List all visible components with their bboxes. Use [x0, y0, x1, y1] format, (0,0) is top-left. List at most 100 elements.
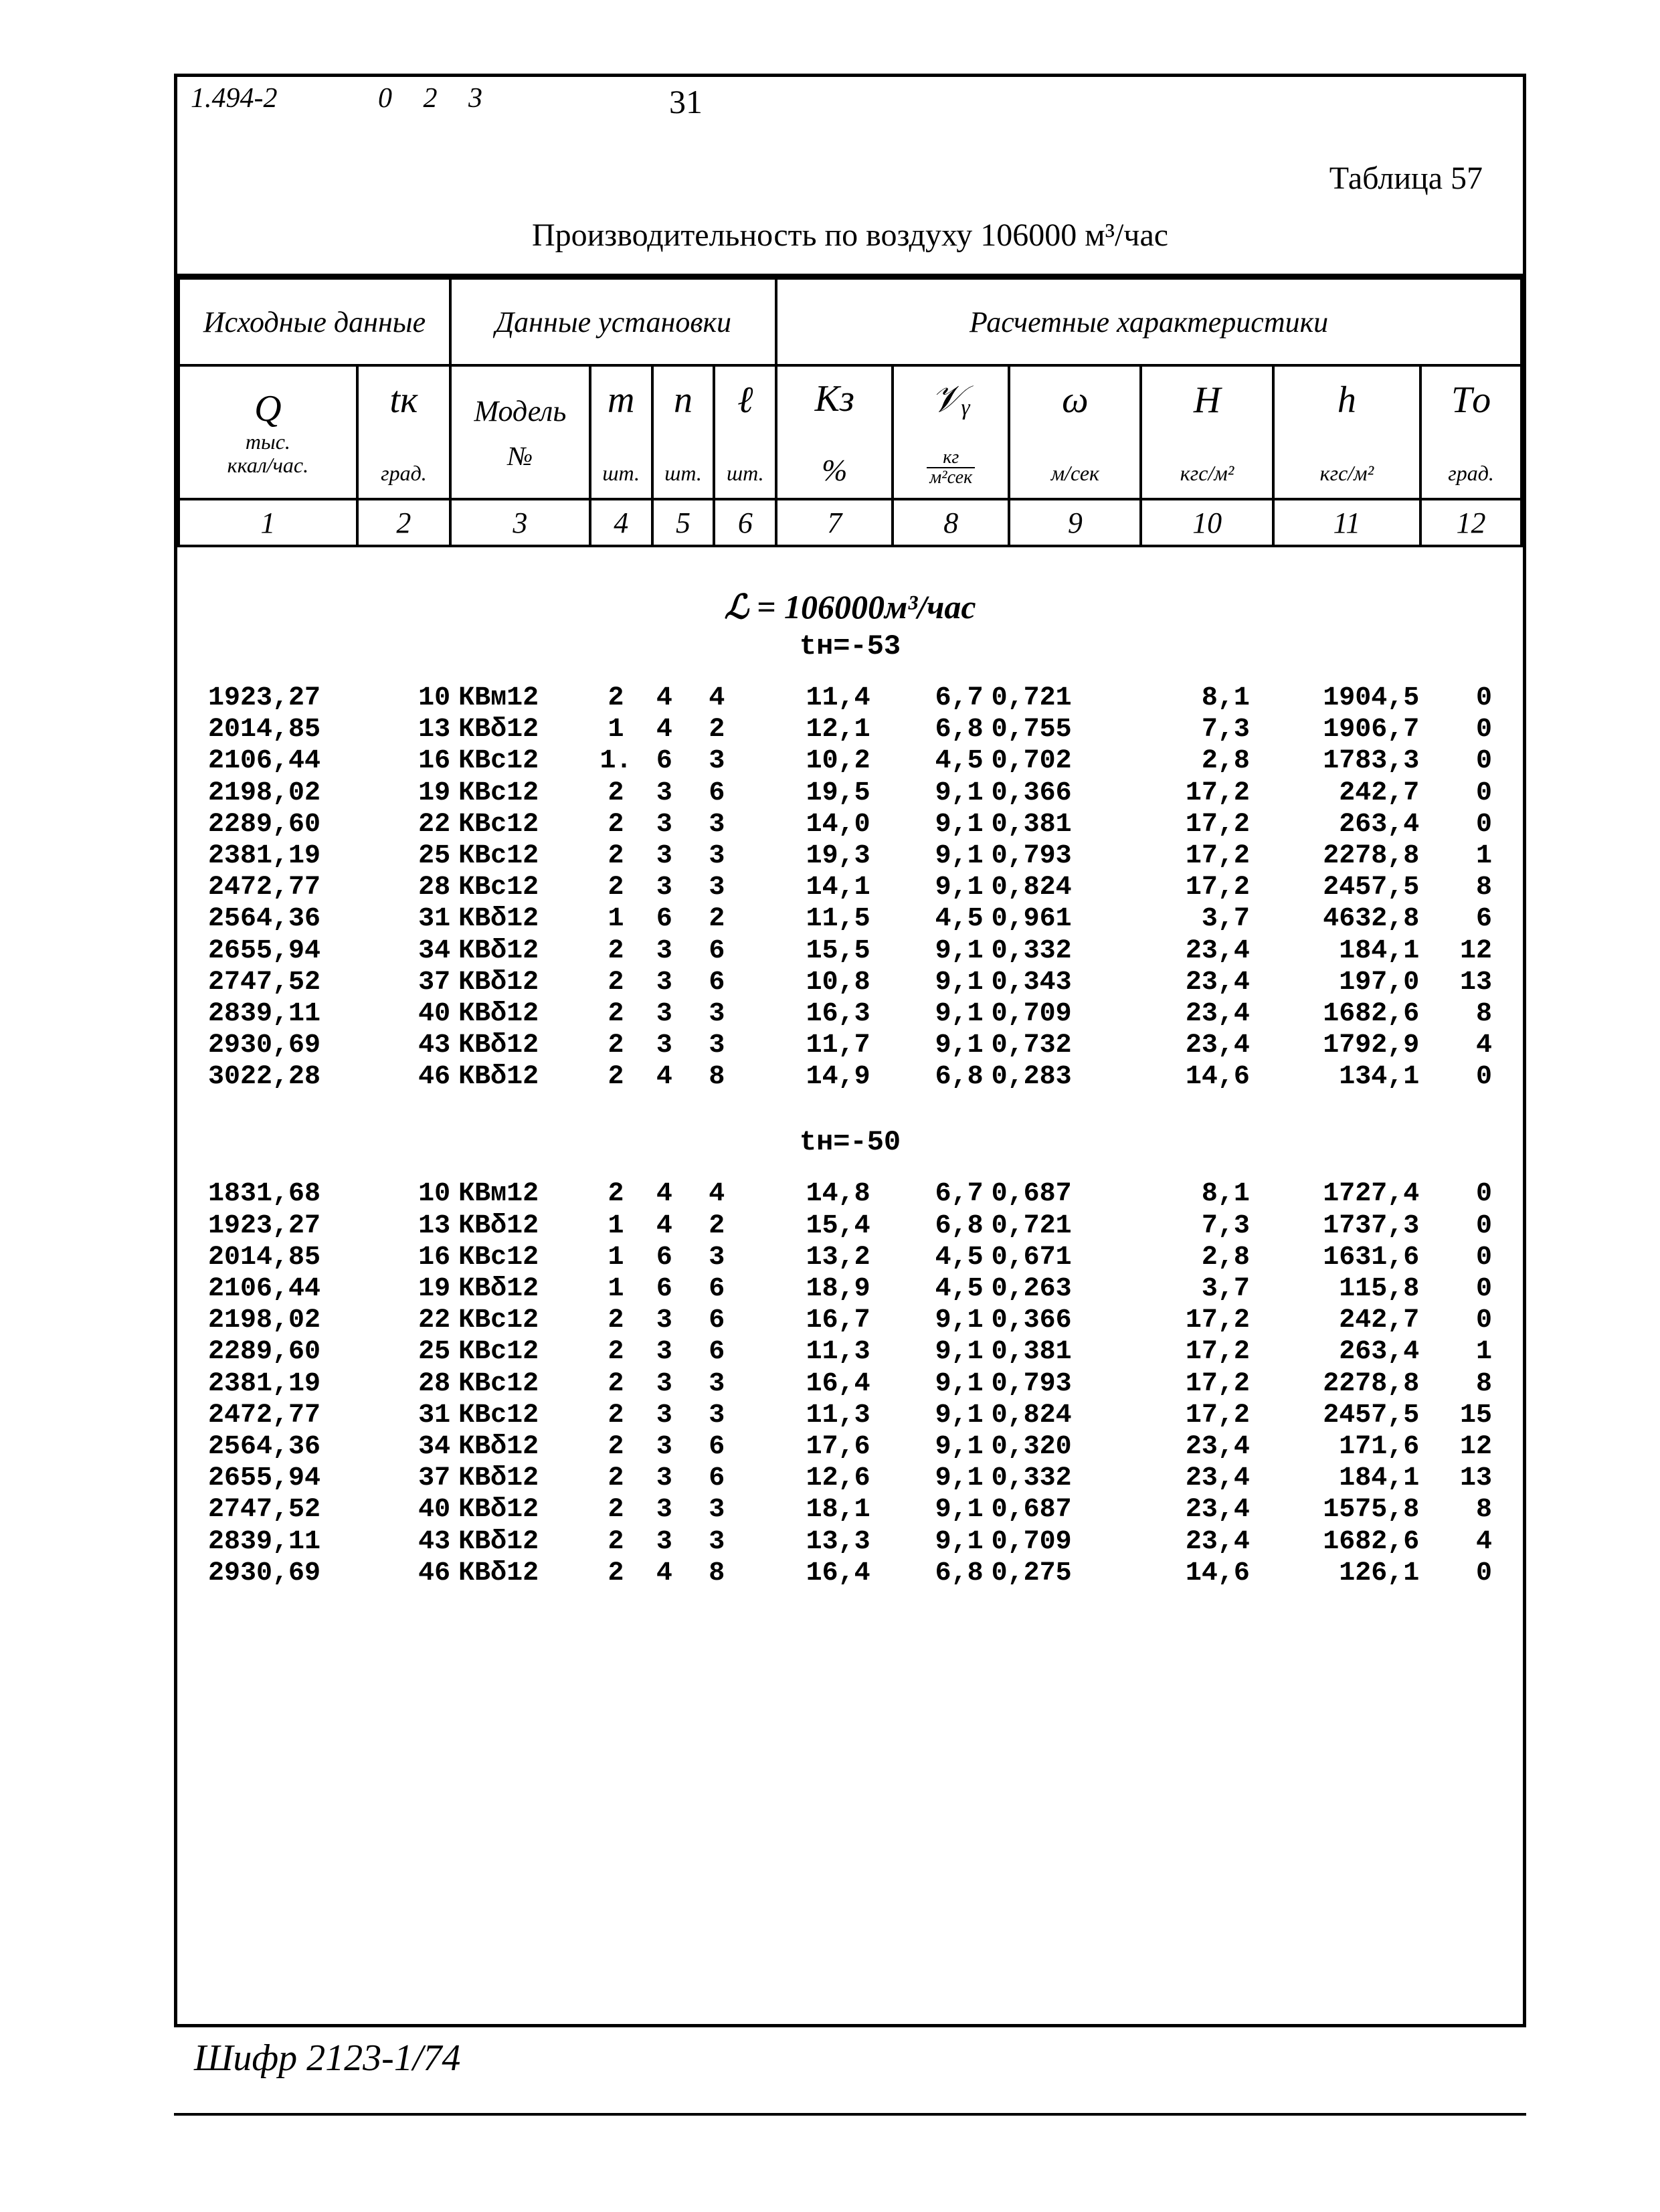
table-cell: 0	[1423, 682, 1496, 714]
table-cell: 3	[640, 809, 688, 840]
table-cell: 2655,94	[204, 935, 382, 967]
table-cell: 4	[640, 714, 688, 745]
table-row: 1831,6810КВм1224414,86,70,6878,11727,40	[204, 1178, 1496, 1210]
table-cell: 2	[591, 1305, 640, 1336]
table-cell: 0	[1423, 1558, 1496, 1589]
table-cell: 15	[1423, 1400, 1496, 1431]
table-cell: 0	[1423, 1178, 1496, 1210]
table-cell: 2655,94	[204, 1463, 382, 1494]
table-cell: 0,961	[988, 903, 1133, 935]
table-cell: 0,283	[988, 1061, 1133, 1093]
table-cell: 2	[591, 935, 640, 967]
table-cell: 4	[640, 1558, 688, 1589]
table-cell: 2747,52	[204, 1494, 382, 1526]
table-cell: 4,5	[874, 903, 988, 935]
table-cell: КВδ12	[454, 967, 591, 998]
table-row: 2655,9434КВδ1223615,59,10,33223,4184,112	[204, 935, 1496, 967]
table-cell: КВс12	[454, 1242, 591, 1273]
header-table: Исходные данные Данные установки Расчетн…	[177, 277, 1523, 547]
table-cell: 9,1	[874, 1305, 988, 1336]
table-cell: 11,3	[745, 1400, 874, 1431]
table-cell: 0	[1423, 1242, 1496, 1273]
table-cell: 0,381	[988, 809, 1133, 840]
table-cell: 17,2	[1133, 872, 1254, 903]
table-cell: 23,4	[1133, 935, 1254, 967]
table-cell: 17,6	[745, 1431, 874, 1463]
table-cell: 1.	[591, 745, 640, 777]
table-cell: КВδ12	[454, 998, 591, 1030]
table-cell: 23,4	[1133, 1463, 1254, 1494]
table-cell: 22	[382, 809, 455, 840]
table-cell: 2	[688, 903, 745, 935]
table-cell: 0,721	[988, 682, 1133, 714]
table-cell: 1904,5	[1254, 682, 1423, 714]
table-cell: 9,1	[874, 967, 988, 998]
table-cell: 2198,02	[204, 777, 382, 809]
table-cell: 3	[688, 872, 745, 903]
bottom-rule	[174, 2113, 1526, 2116]
table-cell: 14,0	[745, 809, 874, 840]
table-cell: 17,2	[1133, 777, 1254, 809]
table-cell: 43	[382, 1030, 455, 1061]
table-cell: 2	[591, 1431, 640, 1463]
table-cell: 2014,85	[204, 1242, 382, 1273]
data-area: ℒ = 106000м³/час tн=-531923,2710КВм12244…	[177, 547, 1523, 1649]
table-cell: 4	[640, 1061, 688, 1093]
table-cell: КВс12	[454, 777, 591, 809]
table-label: Таблица 57	[177, 126, 1523, 203]
table-cell: 2	[591, 777, 640, 809]
table-cell: 40	[382, 998, 455, 1030]
table-cell: 3	[640, 1305, 688, 1336]
table-cell: 6	[688, 935, 745, 967]
table-cell: 4,5	[874, 1273, 988, 1305]
page-number: 31	[619, 82, 753, 121]
table-cell: 4	[688, 1178, 745, 1210]
table-cell: 17,2	[1133, 1400, 1254, 1431]
table-cell: 17,2	[1133, 1305, 1254, 1336]
table-cell: 11,5	[745, 903, 874, 935]
table-cell: 9,1	[874, 1336, 988, 1368]
table-cell: 115,8	[1254, 1273, 1423, 1305]
table-cell: 3	[688, 1494, 745, 1526]
table-cell: 28	[382, 872, 455, 903]
table-cell: 3	[688, 745, 745, 777]
header-group-1: Исходные данные	[179, 278, 450, 365]
table-cell: КВδ12	[454, 1273, 591, 1305]
table-cell: 2564,36	[204, 1431, 382, 1463]
table-cell: 19	[382, 1273, 455, 1305]
table-cell: 9,1	[874, 872, 988, 903]
table-cell: 0,343	[988, 967, 1133, 998]
table-cell: КВс12	[454, 745, 591, 777]
table-cell: 3	[688, 1368, 745, 1400]
table-cell: 31	[382, 1400, 455, 1431]
table-cell: 0,721	[988, 1210, 1133, 1242]
data-block-table: 1923,2710КВм1224411,46,70,7218,11904,502…	[204, 682, 1496, 1093]
table-cell: КВс12	[454, 872, 591, 903]
table-row: 2106,4416КВс121.6310,24,50,7022,81783,30	[204, 745, 1496, 777]
col-num-10: 10	[1141, 499, 1273, 546]
col-num-8: 8	[893, 499, 1009, 546]
table-cell: 19,5	[745, 777, 874, 809]
table-cell: 3	[640, 872, 688, 903]
table-cell: 23,4	[1133, 998, 1254, 1030]
top-strip: 1.494-2 0 2 3 31	[177, 77, 1523, 126]
table-cell: 0,824	[988, 1400, 1133, 1431]
table-cell: КВδ12	[454, 1210, 591, 1242]
col-num-7: 7	[776, 499, 893, 546]
table-cell: 1737,3	[1254, 1210, 1423, 1242]
table-cell: 1906,7	[1254, 714, 1423, 745]
table-cell: 8,1	[1133, 682, 1254, 714]
table-cell: 34	[382, 1431, 455, 1463]
col-2-header: tк град.	[357, 365, 450, 499]
header-group-2: Данные установки	[450, 278, 776, 365]
table-cell: 8	[688, 1061, 745, 1093]
col-num-3: 3	[450, 499, 590, 546]
table-cell: 6	[640, 903, 688, 935]
table-cell: 6	[688, 967, 745, 998]
table-cell: 3	[640, 1431, 688, 1463]
table-cell: 1575,8	[1254, 1494, 1423, 1526]
table-cell: 2	[591, 1061, 640, 1093]
table-cell: 23,4	[1133, 1030, 1254, 1061]
table-cell: 197,0	[1254, 967, 1423, 998]
table-cell: 6	[688, 777, 745, 809]
